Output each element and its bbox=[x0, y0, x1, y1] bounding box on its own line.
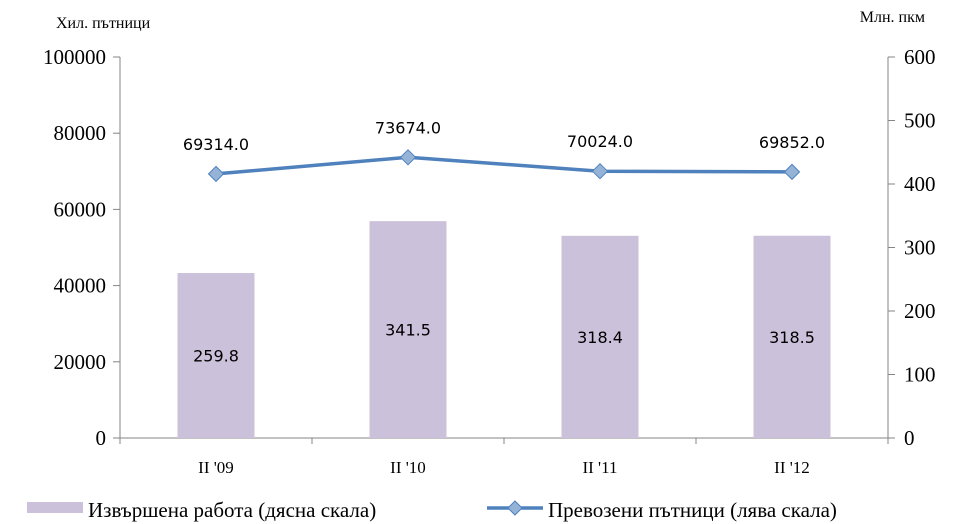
axes: 0 20000 40000 60000 80000 100000 0 100 200 300 400… bbox=[43, 45, 936, 477]
y-left-tick-label: 100000 bbox=[43, 45, 106, 69]
y-axis-right-label: Млн. пкм bbox=[860, 9, 925, 26]
y-right-tick-label: 0 bbox=[904, 426, 915, 450]
line-data-label: 69314.0 bbox=[183, 135, 249, 154]
legend-label-bar: Извършена работа (дясна скала) bbox=[88, 498, 376, 522]
line-data-label: 73674.0 bbox=[375, 118, 441, 137]
x-tick-label: II '12 bbox=[774, 458, 810, 477]
line-data-label: 70024.0 bbox=[567, 132, 633, 151]
line-point bbox=[207, 165, 225, 183]
line-data-label: 69852.0 bbox=[759, 133, 825, 152]
bar bbox=[177, 273, 255, 438]
line-point bbox=[399, 149, 417, 166]
line-point bbox=[783, 163, 801, 181]
y-right-tick-label: 500 bbox=[904, 109, 936, 133]
x-tick-label: II '11 bbox=[582, 458, 617, 477]
legend-label-line: Превозени пътници (лява скала) bbox=[548, 498, 837, 522]
x-tick-label: II '10 bbox=[390, 458, 426, 477]
y-right-tick-label: 300 bbox=[904, 236, 936, 260]
legend-swatch-bar bbox=[27, 502, 83, 513]
bar-data-label: 318.4 bbox=[577, 328, 623, 347]
legend: Извършена работа (дясна скала) Превозени … bbox=[27, 498, 837, 522]
bar-data-label: 341.5 bbox=[385, 321, 431, 340]
bar bbox=[753, 235, 831, 438]
bar-data-label: 318.5 bbox=[769, 328, 815, 347]
y-left-tick-label: 20000 bbox=[54, 350, 107, 374]
bar-data-label: 259.8 bbox=[193, 347, 239, 366]
y-right-tick-label: 600 bbox=[904, 45, 936, 69]
y-left-tick-label: 80000 bbox=[54, 121, 107, 145]
line-path bbox=[215, 155, 793, 176]
bar bbox=[369, 221, 447, 438]
legend-swatch-marker bbox=[507, 500, 523, 516]
bars: 259.8 341.5 318.4 318.5 bbox=[177, 221, 831, 438]
bar bbox=[561, 235, 639, 438]
y-right-tick-label: 400 bbox=[904, 172, 936, 196]
x-tick-label: II '09 bbox=[198, 458, 234, 477]
line-series: 69314.0 73674.0 70024.0 69852.0 bbox=[183, 118, 825, 183]
y-left-tick-label: 0 bbox=[96, 426, 107, 450]
y-right-tick-label: 200 bbox=[904, 299, 936, 323]
y-left-tick-label: 60000 bbox=[54, 197, 107, 221]
y-right-tick-label: 100 bbox=[904, 363, 936, 387]
y-axis-left-label: Хил. пътници bbox=[56, 15, 151, 32]
y-left-tick-label: 40000 bbox=[54, 274, 107, 298]
line-point bbox=[591, 163, 609, 180]
